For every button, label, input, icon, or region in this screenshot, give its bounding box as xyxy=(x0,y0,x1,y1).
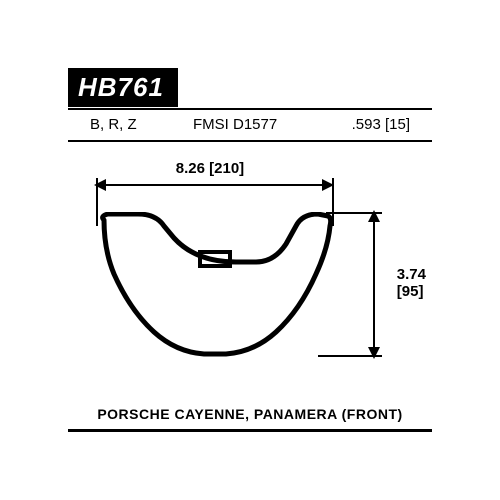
height-mm-text: [95] xyxy=(397,283,424,300)
fmsi-text: FMSI D1577 xyxy=(193,116,277,133)
height-dimension xyxy=(373,212,374,357)
height-dimension-label: 3.74 [95] xyxy=(397,267,426,300)
diagram-area: 8.26 [210] 3.74 [95] xyxy=(68,142,432,390)
thickness-text: .593 [15] xyxy=(352,116,410,133)
width-dimension xyxy=(96,184,332,185)
arrow-down-icon xyxy=(368,347,380,359)
compounds-text: B, R, Z xyxy=(90,116,137,133)
extension-line xyxy=(326,212,382,214)
spec-card: HB761 B, R, Z FMSI D1577 .593 [15] 8.26 … xyxy=(50,50,450,450)
dim-line xyxy=(373,212,375,357)
width-dimension-label: 8.26 [210] xyxy=(28,160,392,177)
brake-pad-outline xyxy=(96,212,334,357)
dim-line xyxy=(96,184,332,186)
part-number-text: HB761 xyxy=(78,72,164,102)
part-number-badge: HB761 xyxy=(68,68,178,107)
pad-path xyxy=(103,214,331,354)
rule-top xyxy=(68,108,432,110)
application-text: PORSCHE CAYENNE, PANAMERA (FRONT) xyxy=(68,406,432,422)
height-in-text: 3.74 xyxy=(397,266,426,283)
rule-bottom xyxy=(68,429,432,432)
